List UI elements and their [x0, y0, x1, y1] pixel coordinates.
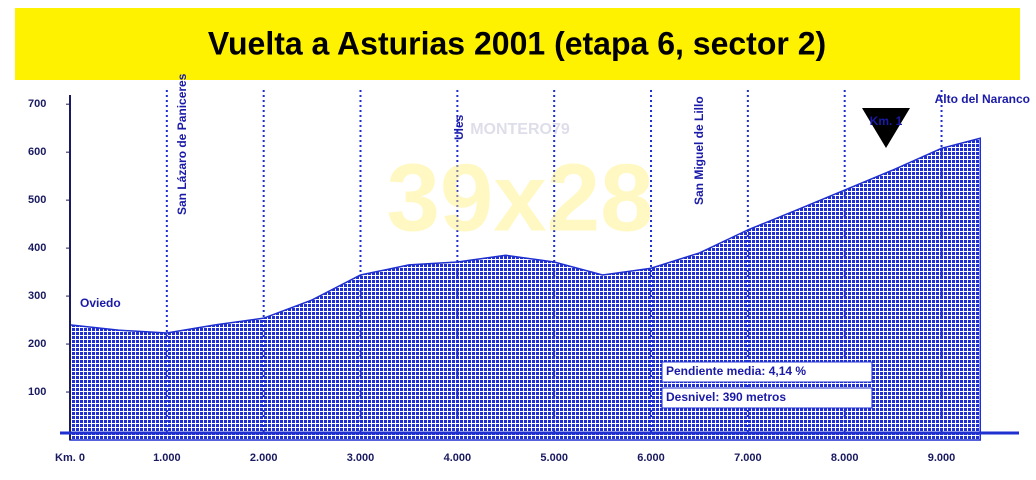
y-tick-label: 100	[28, 386, 46, 398]
annotation: Desnivel: 390 metros	[666, 390, 786, 404]
info-box	[661, 361, 873, 383]
y-tick-label: 200	[28, 338, 46, 350]
annotation: Pendiente media: 4,14 %	[666, 364, 806, 378]
x-tick-label: 4.000	[444, 452, 472, 464]
annotation: San Miguel de Lillo	[692, 96, 706, 205]
y-tick-label: 400	[28, 242, 46, 254]
x-tick-label: 9.000	[928, 452, 956, 464]
x-tick-label: 1.000	[153, 452, 181, 464]
x-tick-label: 6.000	[637, 452, 665, 464]
x-tick-label: 8.000	[831, 452, 859, 464]
annotation: Oviedo	[80, 296, 121, 310]
y-tick-label: 600	[28, 146, 46, 158]
x-tick-label: 5.000	[540, 452, 568, 464]
info-box	[661, 387, 873, 409]
y-tick-label: 300	[28, 290, 46, 302]
x-tick-label: 7.000	[734, 452, 762, 464]
annotation: Ules	[452, 114, 466, 140]
annotation: Alto del Naranco	[935, 92, 1030, 106]
x-tick-label: 3.000	[347, 452, 375, 464]
y-tick-label: 700	[28, 98, 46, 110]
watermark: MONTERO79	[470, 121, 570, 138]
y-tick-label: 500	[28, 194, 46, 206]
annotation: Km. 1	[870, 114, 903, 128]
x-tick-label: 2.000	[250, 452, 278, 464]
title-banner	[15, 8, 1020, 80]
watermark: 39x28	[387, 144, 654, 251]
chart-title: Vuelta a Asturias 2001 (etapa 6, sector …	[208, 25, 826, 61]
km-marker	[862, 108, 910, 148]
annotation: San Lázaro de Paniceres	[175, 73, 189, 215]
x-tick-label: Km. 0	[55, 452, 85, 464]
